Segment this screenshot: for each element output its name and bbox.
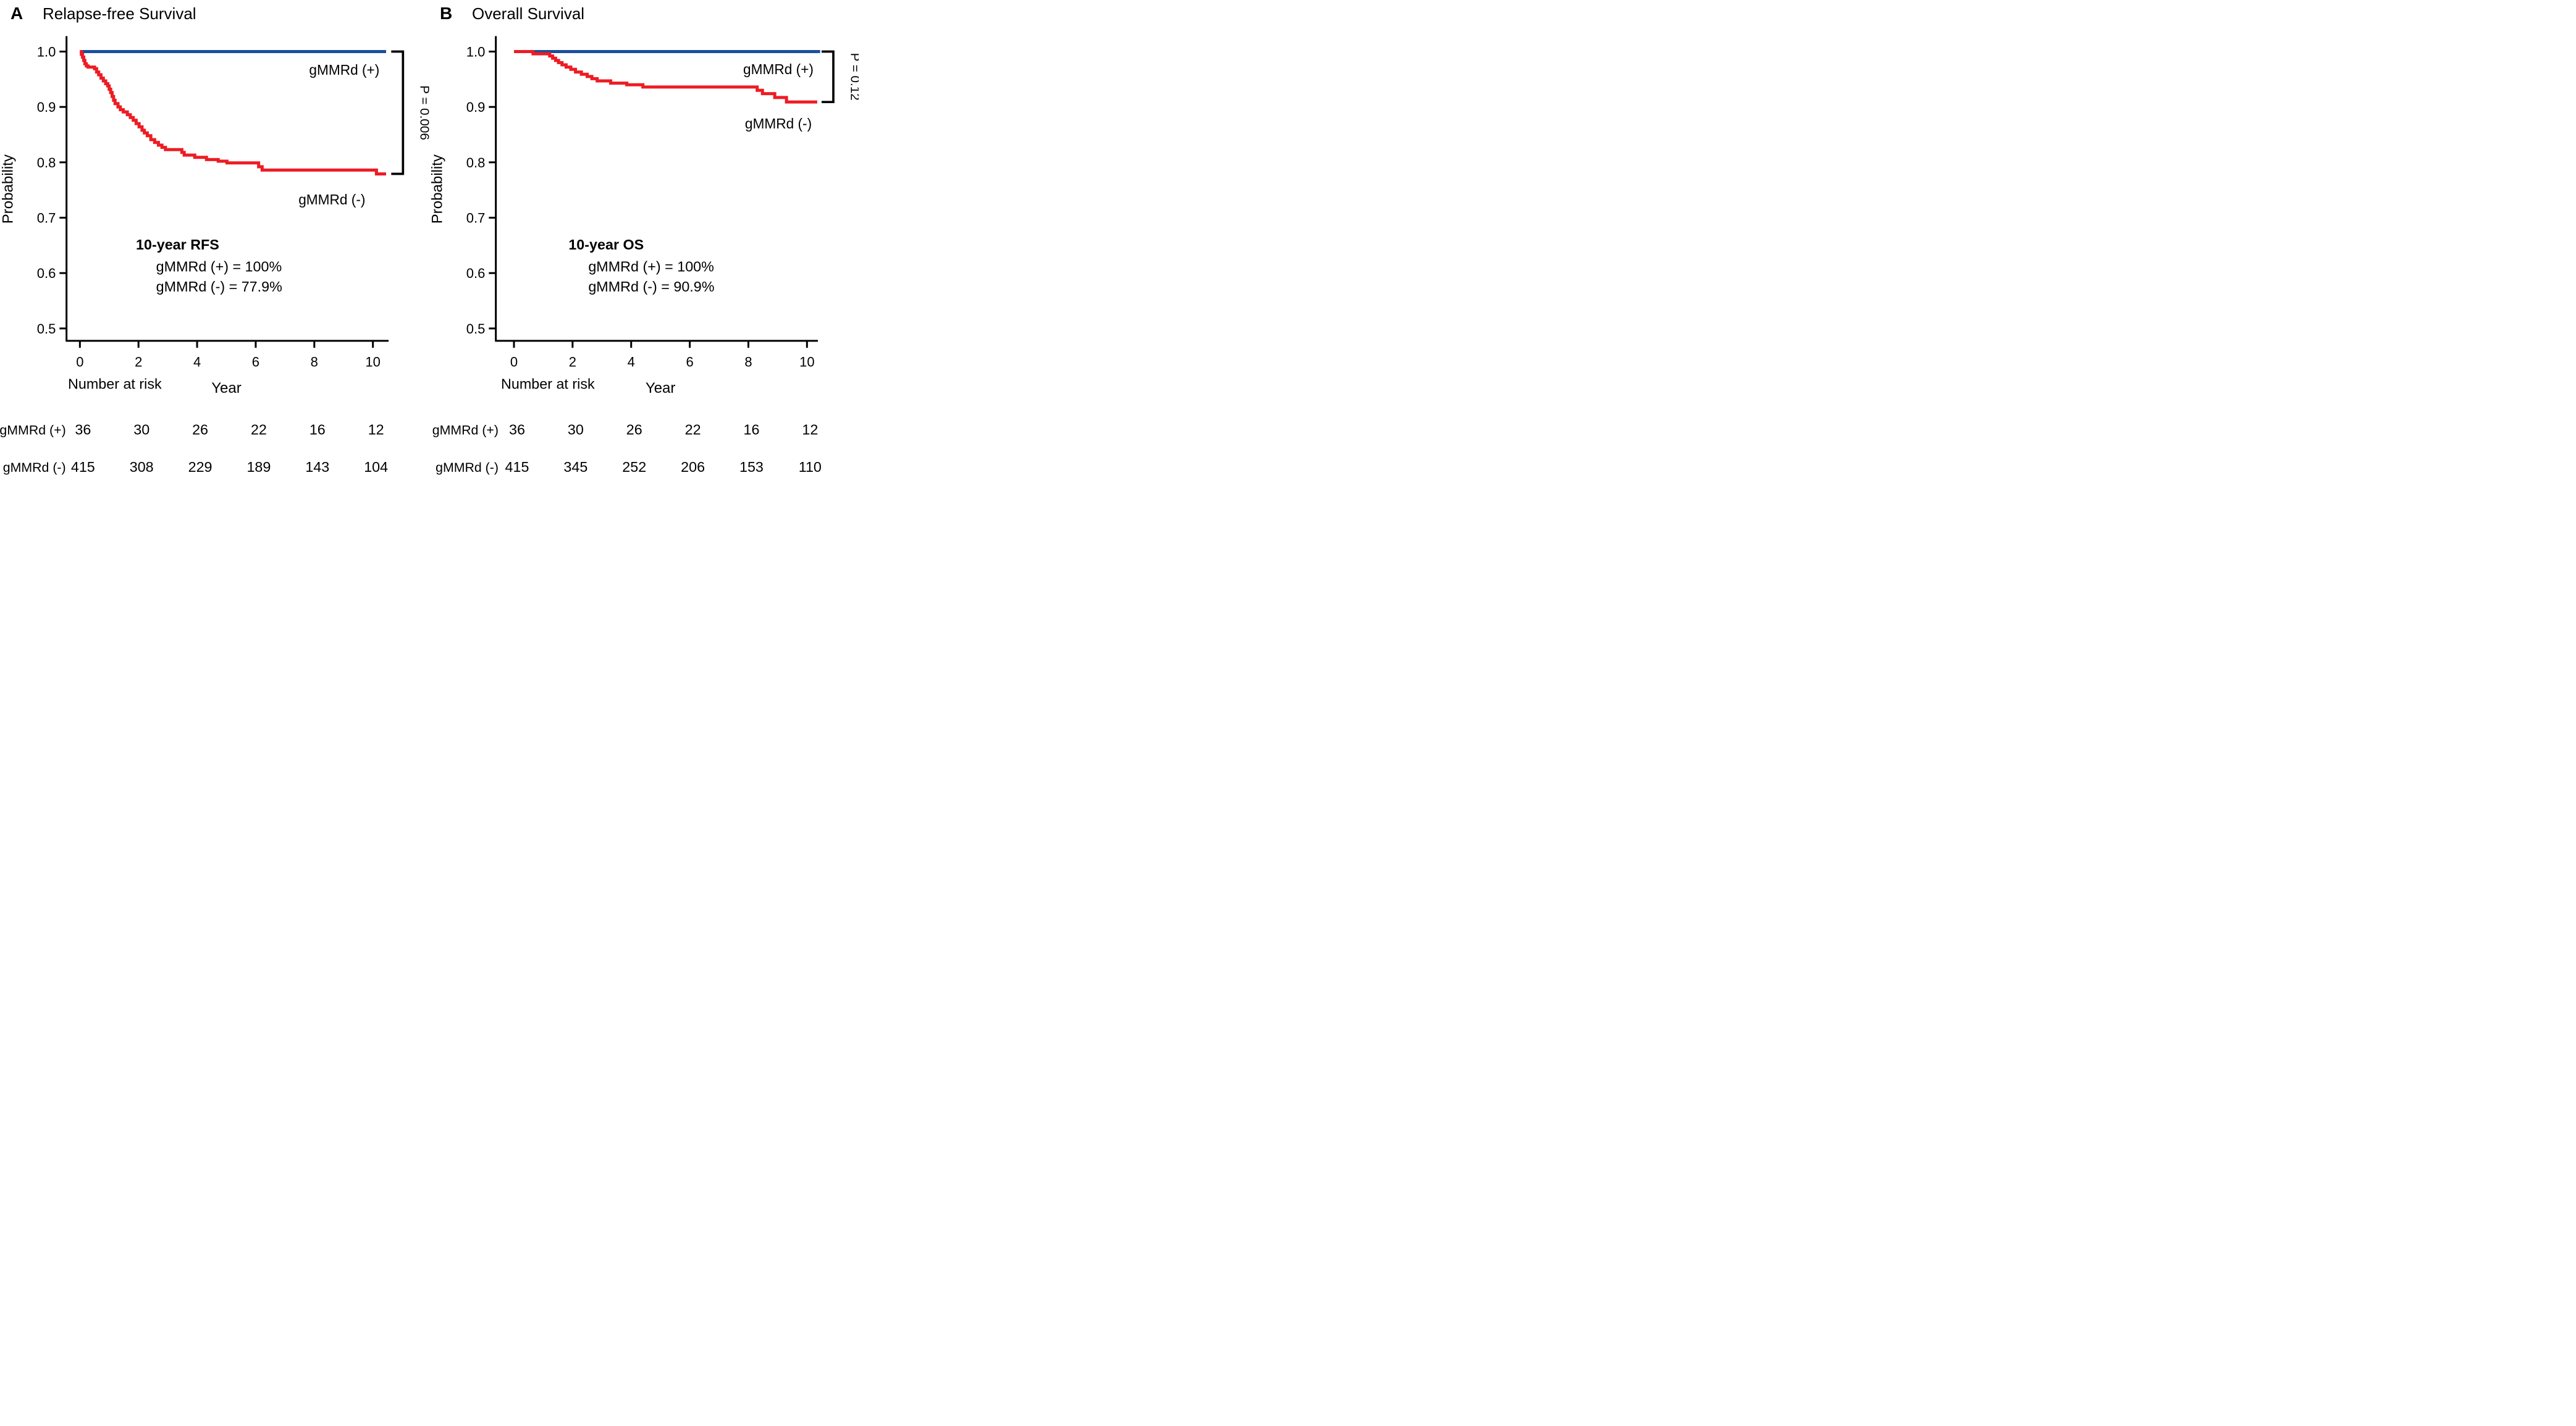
x-axis-title: Year	[211, 380, 242, 396]
x-tick-label: 2	[569, 354, 576, 370]
risk-count: 206	[681, 459, 705, 475]
y-tick-label: 0.6	[37, 266, 56, 281]
panel-os-letter: B	[440, 4, 453, 23]
y-tick-label: 0.6	[466, 266, 486, 281]
risk-count: 36	[509, 422, 525, 438]
risk-count: 104	[364, 459, 388, 475]
annotation-line-positive: gMMRd (+) = 100%	[156, 259, 282, 275]
km-curve-gmmrd-negative	[80, 50, 386, 176]
panel-rfs-title-row: A Relapse-free Survival	[11, 4, 196, 23]
risk-count: 415	[505, 459, 529, 475]
x-tick-label: 10	[365, 354, 380, 370]
x-tick-label: 0	[510, 354, 518, 370]
p-value-bracket	[391, 50, 405, 175]
x-tick-label: 4	[193, 354, 201, 370]
risk-count: 153	[739, 459, 764, 475]
risk-count: 22	[685, 422, 701, 438]
risk-row-label: gMMRd (+)	[0, 423, 66, 438]
panel-rfs-letter: A	[11, 4, 23, 23]
curve-label-gmmrd-positive: gMMRd (+)	[309, 62, 379, 78]
x-tick-label: 6	[686, 354, 693, 370]
risk-count: 229	[188, 459, 213, 475]
km-curve-gmmrd-negative	[514, 50, 817, 104]
risk-count: 415	[71, 459, 95, 475]
y-tick-label: 0.9	[466, 99, 486, 115]
curve-label-gmmrd-positive: gMMRd (+)	[743, 61, 814, 77]
risk-row-label: gMMRd (+)	[432, 423, 499, 438]
risk-count: 26	[192, 422, 208, 438]
risk-count: 12	[368, 422, 384, 438]
panel-rfs: A Relapse-free Survival 1.0 0.9 0.8 0.7 0.6 0.…	[0, 0, 429, 476]
risk-count: 26	[626, 422, 642, 438]
panel-rfs-title: Relapse-free Survival	[43, 4, 196, 23]
risk-count: 36	[75, 422, 91, 438]
y-tick-label: 0.7	[37, 211, 56, 226]
x-axis-title: Year	[646, 380, 676, 396]
x-tick-label: 4	[628, 354, 635, 370]
x-tick-label: 0	[76, 354, 83, 370]
x-tick-label: 8	[311, 354, 318, 370]
risk-count: 30	[133, 422, 149, 438]
risk-row-label: gMMRd (-)	[436, 460, 499, 475]
y-axis-title: Probability	[0, 154, 17, 224]
risk-count: 345	[563, 459, 587, 475]
risk-count: 16	[743, 422, 759, 438]
curve-label-gmmrd-negative: gMMRd (-)	[298, 191, 365, 208]
p-value-label: P = 0.12	[848, 53, 859, 101]
y-tick-label: 0.9	[37, 99, 56, 115]
annotation-line-negative: gMMRd (-) = 90.9%	[588, 279, 714, 295]
risk-count: 12	[802, 422, 818, 438]
panel-os-chart: 1.0 0.9 0.8 0.7 0.6 0.5 0 2 4 6 8 10 Year Probability…	[429, 36, 859, 475]
risk-count: 22	[251, 422, 267, 438]
y-tick-label: 1.0	[466, 44, 486, 60]
risk-count: 110	[799, 459, 822, 475]
x-tick-label: 10	[799, 354, 814, 370]
risk-row-label: gMMRd (-)	[3, 460, 66, 475]
number-at-risk-heading: Number at risk	[68, 376, 162, 392]
risk-count: 189	[246, 459, 271, 475]
risk-count: 143	[305, 459, 329, 475]
number-at-risk-heading: Number at risk	[501, 376, 595, 392]
km-survival-figure: A Relapse-free Survival 1.0 0.9 0.8 0.7 0.6 0.…	[0, 0, 859, 476]
annotation-line-positive: gMMRd (+) = 100%	[588, 259, 714, 275]
x-tick-label: 8	[744, 354, 752, 370]
annotation-heading: 10-year OS	[568, 237, 644, 253]
panel-os: B Overall Survival 1.0 0.9 0.8 0.7 0.6 0.5 0 2 4 6…	[429, 0, 859, 476]
risk-count: 252	[622, 459, 646, 475]
risk-count: 30	[568, 422, 584, 438]
x-tick-label: 6	[252, 354, 259, 370]
y-tick-label: 0.5	[466, 321, 486, 337]
y-tick-label: 1.0	[37, 44, 56, 60]
panel-os-title: Overall Survival	[472, 4, 585, 23]
p-value-bracket	[822, 50, 835, 103]
p-value-label: P = 0.006	[418, 85, 429, 140]
risk-count: 308	[130, 459, 154, 475]
curve-label-gmmrd-negative: gMMRd (-)	[745, 115, 812, 132]
y-tick-label: 0.5	[37, 321, 56, 337]
panel-os-title-row: B Overall Survival	[440, 4, 584, 23]
x-tick-label: 2	[135, 354, 142, 370]
y-axis-title: Probability	[429, 154, 446, 224]
y-tick-label: 0.7	[466, 211, 486, 226]
panel-rfs-chart: 1.0 0.9 0.8 0.7 0.6 0.5 0 2 4 6 8 10 Year Probability…	[0, 36, 429, 475]
risk-count: 16	[309, 422, 326, 438]
y-tick-label: 0.8	[37, 155, 56, 170]
y-tick-label: 0.8	[466, 155, 486, 170]
annotation-line-negative: gMMRd (-) = 77.9%	[156, 279, 282, 295]
annotation-heading: 10-year RFS	[136, 237, 219, 253]
